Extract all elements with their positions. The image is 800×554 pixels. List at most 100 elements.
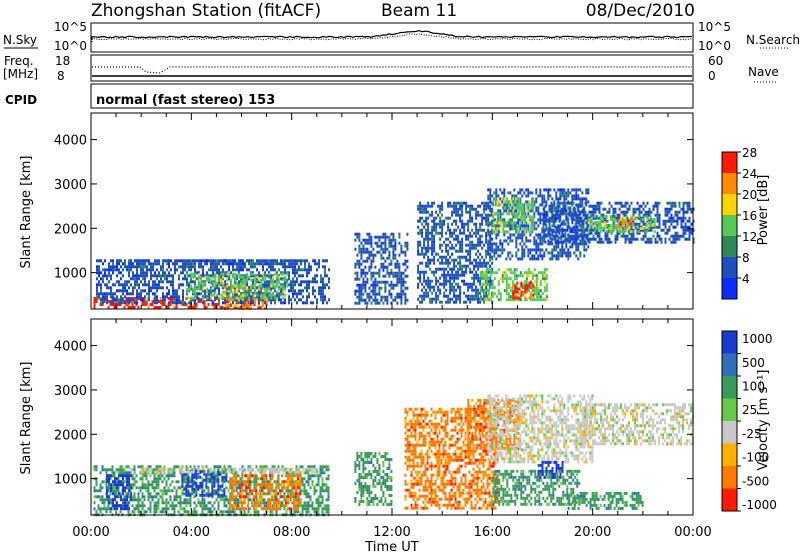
- power-cell: [246, 293, 249, 297]
- power-cell: [499, 298, 502, 302]
- power-cell: [505, 283, 508, 287]
- power-cell: [461, 207, 464, 211]
- power-cell: [487, 213, 490, 217]
- power-cell: [296, 301, 298, 305]
- power-cell: [654, 225, 657, 229]
- power-cell: [240, 281, 243, 285]
- power-cell: [584, 240, 587, 244]
- power-cell: [509, 289, 512, 293]
- power-cell: [360, 241, 363, 245]
- power-cell: [245, 300, 248, 304]
- velocity-cell: [161, 498, 164, 502]
- velocity-cell: [177, 465, 180, 469]
- power-cell: [477, 237, 480, 241]
- power-cell: [272, 298, 274, 302]
- power-cell: [186, 259, 189, 263]
- power-cell: [504, 221, 507, 225]
- power-cell: [192, 275, 195, 279]
- power-cell: [235, 300, 238, 304]
- power-cell: [481, 213, 484, 217]
- power-cell: [507, 277, 510, 281]
- power-cell: [419, 216, 422, 220]
- power-cell: [320, 274, 322, 278]
- power-cell: [268, 262, 271, 266]
- power-cell: [571, 194, 574, 198]
- power-cell: [222, 293, 225, 297]
- power-cell: [461, 213, 464, 217]
- power-cell: [123, 306, 126, 309]
- power-cell: [168, 271, 170, 275]
- power-cell: [508, 230, 511, 234]
- velocity-cell: [99, 507, 102, 511]
- velocity-cell: [189, 504, 192, 508]
- power-cell: [370, 253, 373, 257]
- power-cell: [360, 247, 363, 251]
- power-cell: [562, 219, 565, 223]
- power-cell: [463, 279, 466, 283]
- power-cell: [524, 284, 527, 288]
- power-colorbar-tick-label: 24: [742, 167, 757, 181]
- power-cell: [664, 219, 667, 223]
- velocity-cell: [111, 483, 114, 487]
- power-cell: [469, 243, 472, 247]
- power-cell: [485, 249, 488, 253]
- power-cell: [266, 287, 269, 291]
- power-cell: [489, 268, 492, 272]
- power-cell: [496, 221, 499, 225]
- power-cell: [360, 286, 363, 290]
- power-cell: [272, 286, 274, 290]
- power-cell: [170, 268, 172, 272]
- power-cell: [419, 294, 422, 298]
- power-cell: [511, 271, 514, 275]
- power-cell: [658, 237, 661, 241]
- power-cell: [459, 273, 462, 277]
- power-cell: [276, 284, 279, 288]
- power-cell: [485, 289, 488, 293]
- power-cell: [548, 207, 551, 211]
- power-cell: [324, 268, 326, 272]
- power-cell: [102, 268, 104, 272]
- power-cell: [242, 293, 245, 297]
- power-cell: [222, 262, 224, 266]
- velocity-cell: [103, 501, 106, 505]
- velocity-cell: [99, 510, 102, 514]
- power-cell: [370, 238, 373, 242]
- power-cell: [575, 218, 578, 222]
- power-cell: [642, 201, 645, 205]
- power-cell: [433, 246, 436, 250]
- power-cell: [266, 296, 269, 300]
- power-cell: [246, 295, 248, 299]
- power-cell: [366, 292, 369, 296]
- power-cell: [136, 259, 139, 263]
- power-cell: [236, 292, 238, 296]
- power-cell: [435, 276, 438, 280]
- power-cell: [479, 276, 482, 280]
- power-cell: [390, 286, 393, 290]
- power-cell: [244, 262, 247, 266]
- power-cell: [358, 295, 361, 299]
- velocity-cell: [133, 507, 136, 511]
- power-cell: [248, 275, 251, 279]
- power-cell: [642, 207, 645, 211]
- power-cell: [532, 221, 535, 225]
- power-cell: [400, 283, 403, 287]
- power-cell: [471, 243, 474, 247]
- power-cell: [98, 283, 100, 287]
- power-cell: [662, 219, 665, 223]
- power-cell: [543, 254, 546, 258]
- power-cell: [265, 300, 268, 304]
- power-cell: [594, 204, 597, 208]
- power-cell: [160, 268, 162, 272]
- power-cell: [230, 281, 233, 285]
- power-cell: [427, 204, 430, 208]
- power-cell: [276, 290, 279, 294]
- power-cell: [372, 280, 375, 284]
- power-cell: [590, 231, 593, 235]
- power-cell: [370, 265, 373, 269]
- power-cell: [364, 259, 367, 263]
- power-cell: [557, 257, 560, 261]
- power-cell: [122, 289, 124, 293]
- power-cell: [320, 289, 322, 293]
- power-cell: [574, 240, 577, 244]
